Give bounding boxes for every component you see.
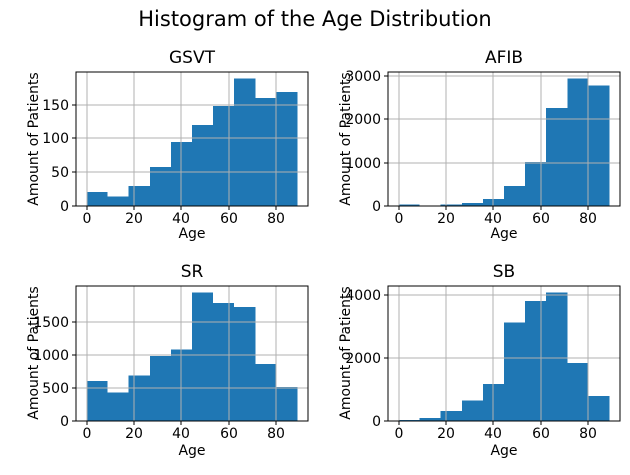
x-tick-label: 40 <box>484 211 502 227</box>
histogram-bar <box>440 204 462 206</box>
x-axis-label-gsvt: Age <box>178 226 206 242</box>
x-axis-label-sr: Age <box>178 443 206 459</box>
x-tick-label: 0 <box>395 426 404 442</box>
histogram-bar <box>398 204 420 206</box>
subplot-gsvt: 0 20 40 60 80 0 50 100 150 <box>42 71 309 227</box>
histogram-bar <box>419 418 441 421</box>
histogram-bar <box>86 191 108 206</box>
y-tick-label: 3000 <box>345 69 381 85</box>
y-tick-label: 2000 <box>345 351 381 367</box>
x-tick-label: 0 <box>83 211 92 227</box>
figure-title: Histogram of the Age Distribution <box>138 7 492 31</box>
x-tick-label: 20 <box>125 426 143 442</box>
x-tick-label: 60 <box>220 426 238 442</box>
y-tick-label: 4000 <box>345 288 381 304</box>
x-axis-label-afib: Age <box>490 226 518 242</box>
x-tick-label: 80 <box>267 211 285 227</box>
x-tick-label: 20 <box>437 211 455 227</box>
y-axis-label-gsvt: Amount of Patients <box>26 72 42 206</box>
histogram-bar <box>107 392 129 421</box>
x-tick-label: 40 <box>172 426 190 442</box>
histogram-bar <box>567 78 589 206</box>
axes-frame <box>75 285 309 422</box>
subplot-sb: 0 20 40 60 80 0 2000 4000 <box>345 285 621 442</box>
y-axis-label-afib: Amount of Patients <box>338 72 354 206</box>
histogram-bar <box>86 381 108 421</box>
histogram-bar <box>149 166 171 206</box>
histogram-bar <box>546 292 568 421</box>
histogram-bar <box>255 97 277 206</box>
histogram-bar <box>128 375 150 421</box>
x-axis-label-sb: Age <box>490 443 518 459</box>
y-axis-label-sb: Amount of Patients <box>338 286 354 420</box>
x-tick-label: 40 <box>172 211 190 227</box>
x-tick-label: 20 <box>125 211 143 227</box>
subplot-title-sr: SR <box>180 262 204 282</box>
histogram-bar <box>588 395 610 421</box>
y-tick-label: 50 <box>51 165 69 181</box>
x-tick-label: 80 <box>579 426 597 442</box>
y-tick-label: 0 <box>60 414 69 430</box>
histogram-bar <box>525 161 547 206</box>
histogram-bar <box>504 322 526 421</box>
histogram-bar <box>213 106 235 206</box>
histogram-bar <box>128 185 150 206</box>
x-tick-label: 60 <box>220 211 238 227</box>
histogram-bar <box>525 300 547 421</box>
histogram-bar <box>588 85 610 206</box>
histogram-bar <box>213 303 235 421</box>
axes-frame <box>387 285 621 422</box>
histogram-bar <box>546 107 568 206</box>
x-tick-label: 80 <box>267 426 285 442</box>
histogram-bar <box>276 91 298 206</box>
x-tick-label: 40 <box>484 426 502 442</box>
axes-frame <box>75 71 309 207</box>
subplot-title-gsvt: GSVT <box>169 48 215 68</box>
histogram-bar <box>567 363 589 421</box>
x-tick-label: 60 <box>532 211 550 227</box>
histogram-bar <box>234 78 256 206</box>
histogram-bar <box>461 202 483 206</box>
y-tick-label: 150 <box>42 98 69 114</box>
histogram-bar <box>192 292 214 421</box>
histogram-bar <box>276 387 298 421</box>
histogram-bar <box>461 400 483 421</box>
x-tick-label: 0 <box>83 426 92 442</box>
y-tick-label: 0 <box>60 199 69 215</box>
y-tick-label: 2000 <box>345 112 381 128</box>
axes-frame <box>387 71 621 207</box>
y-tick-label: 0 <box>372 199 381 215</box>
subplot-sr: 0 20 40 60 80 0 500 1000 1500 <box>33 285 309 442</box>
histogram-bar <box>192 124 214 206</box>
histogram-bar <box>149 356 171 421</box>
histogram-bar <box>234 307 256 421</box>
subplot-title-afib: AFIB <box>484 48 524 68</box>
y-axis-label-sr: Amount of Patients <box>26 286 42 420</box>
x-tick-label: 80 <box>579 211 597 227</box>
y-tick-label: 500 <box>42 381 69 397</box>
y-tick-label: 1000 <box>33 348 69 364</box>
x-tick-label: 20 <box>437 426 455 442</box>
histogram-bar <box>504 186 526 206</box>
subplot-title-sb: SB <box>492 262 516 282</box>
y-tick-label: 1000 <box>345 156 381 172</box>
y-tick-label: 100 <box>42 131 69 147</box>
histogram-bar <box>255 364 277 421</box>
y-tick-label: 1500 <box>33 315 69 331</box>
x-tick-label: 60 <box>532 426 550 442</box>
histogram-bar <box>107 196 129 206</box>
x-tick-label: 0 <box>395 211 404 227</box>
subplot-afib: 0 20 40 60 80 0 1000 2000 3000 <box>345 69 621 227</box>
histogram-bar <box>440 411 462 421</box>
y-tick-label: 0 <box>372 414 381 430</box>
